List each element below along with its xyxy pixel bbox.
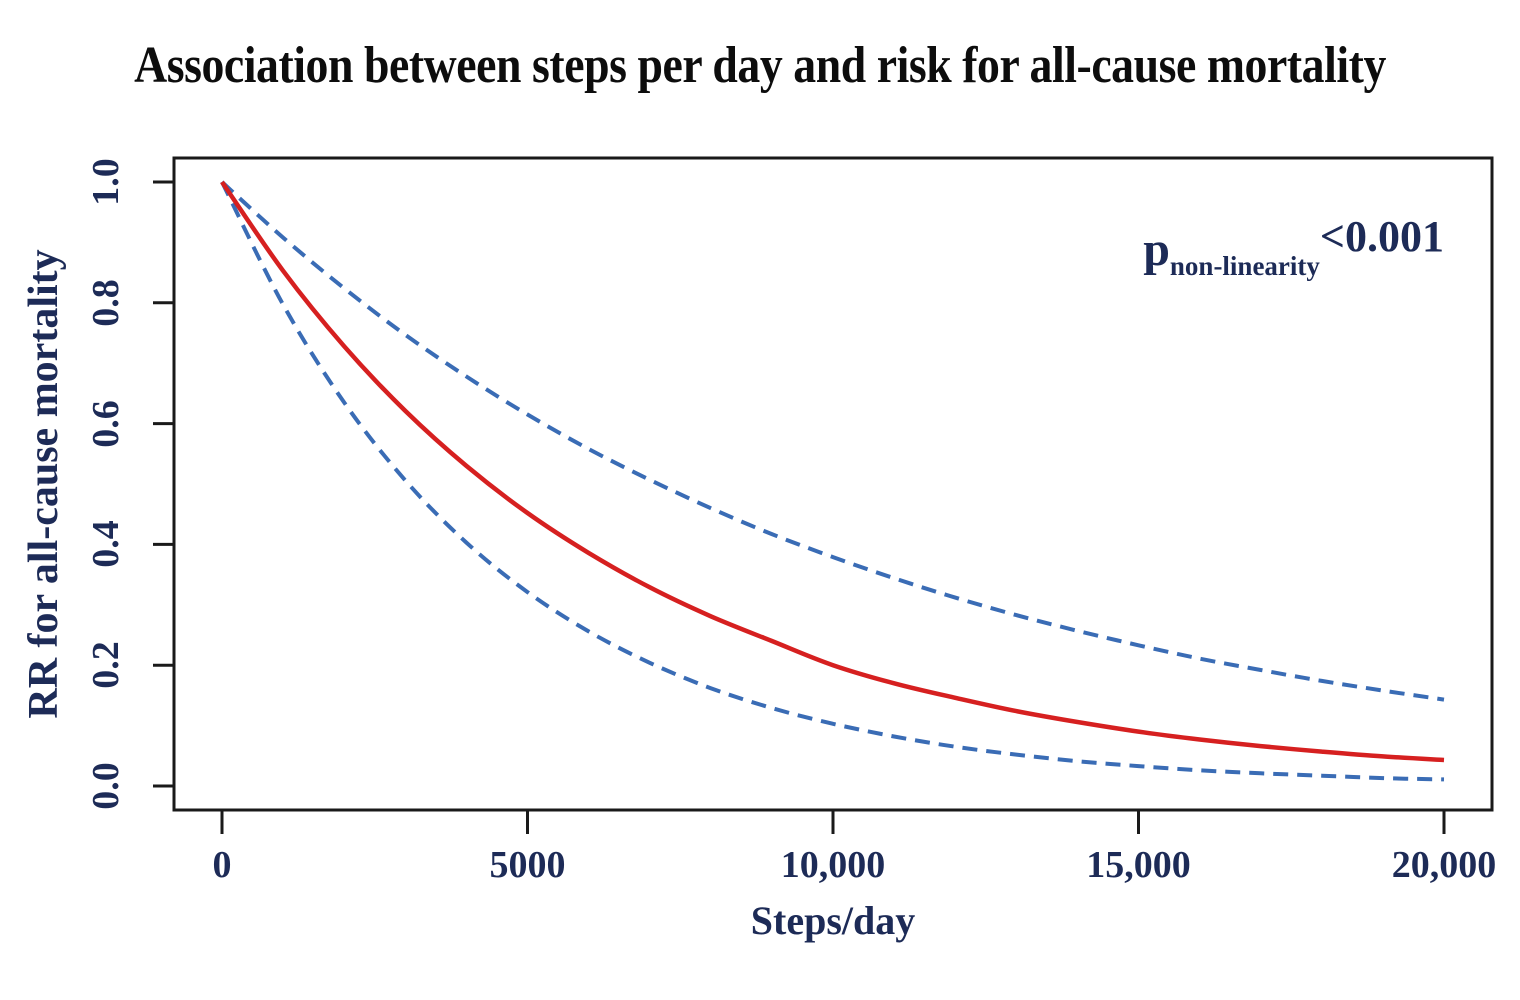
y-tick-label: 0.0	[85, 762, 127, 810]
x-axis-label: Steps/day	[750, 898, 916, 943]
x-tick-label: 20,000	[1391, 844, 1497, 886]
y-tick-label: 1.0	[85, 158, 127, 206]
p-value: <0.001	[1319, 212, 1444, 261]
p-symbol: p	[1143, 223, 1170, 276]
chart-title: Association between steps per day and ri…	[134, 37, 1386, 94]
ci-upper-curve	[220, 180, 1445, 702]
x-tick-label: 0	[212, 844, 232, 886]
rr-estimate-curve	[220, 180, 1445, 763]
p-nonlinearity-annotation: p non-linearity <0.001	[1143, 215, 1444, 280]
y-tick-label: 0.8	[85, 279, 127, 327]
y-tick-label: 0.4	[85, 520, 127, 569]
x-tick-label: 15,000	[1086, 844, 1191, 886]
ci-lower-curve	[220, 181, 1445, 782]
x-tick-label: 10,000	[780, 844, 886, 886]
x-tick-label: 5000	[489, 844, 566, 886]
y-tick-label: 0.6	[85, 399, 127, 448]
p-subscript: non-linearity	[1169, 251, 1320, 281]
y-tick-label: 0.2	[85, 641, 127, 689]
y-axis-label: RR for all-cause mortality	[21, 249, 67, 719]
